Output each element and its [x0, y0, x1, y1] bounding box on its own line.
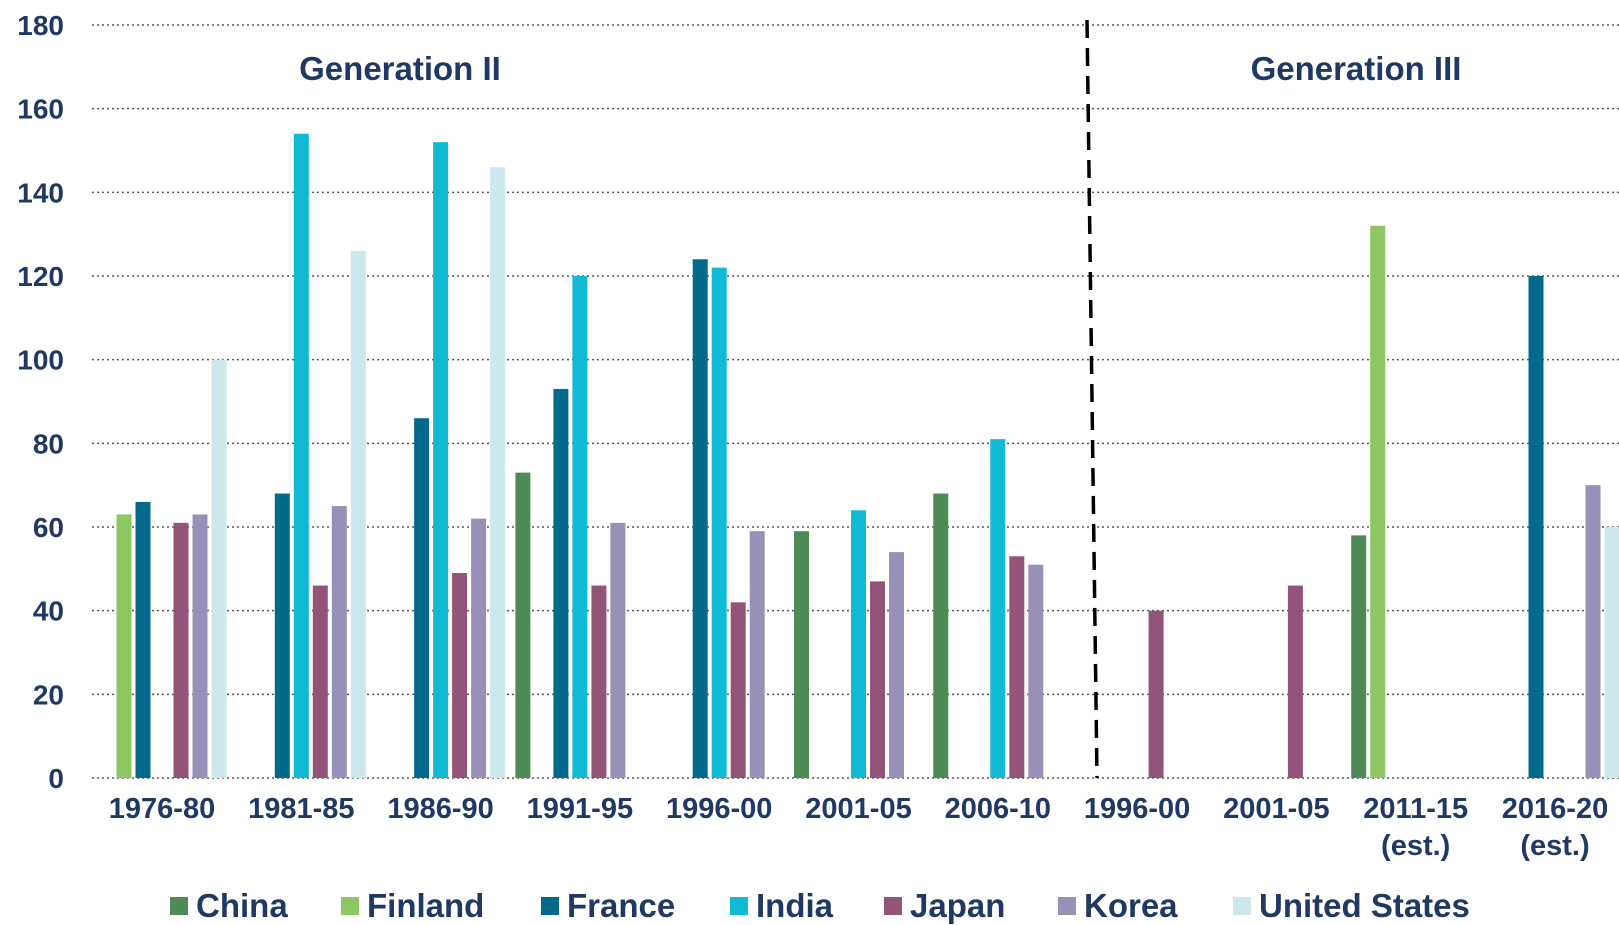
- bar-japan: [173, 522, 189, 778]
- legend-label: China: [196, 887, 288, 924]
- bar-france: [135, 501, 151, 778]
- bar-korea: [1585, 485, 1601, 778]
- legend-swatch: [730, 897, 748, 915]
- y-axis-tick-labels: 0 20 40 60 80 100 120 140 160 180: [17, 10, 64, 794]
- legend-label: Finland: [367, 887, 484, 924]
- y-tick-label: 160: [17, 94, 64, 125]
- legend-swatch: [1058, 897, 1076, 915]
- bar-korea: [471, 518, 487, 778]
- bar-korea: [331, 506, 347, 778]
- legend-swatch: [884, 897, 902, 915]
- bar-france: [692, 259, 708, 778]
- legend-swatch: [541, 897, 559, 915]
- legend-label: Korea: [1084, 887, 1178, 924]
- generation-divider: [1085, 19, 1099, 779]
- bar-india: [572, 276, 588, 778]
- legend: China Finland France India Japan Korea United …: [170, 887, 1470, 924]
- x-tick-label: 1991-95: [527, 793, 633, 825]
- bar-united-states: [1604, 527, 1619, 778]
- bar-finland: [116, 514, 132, 778]
- bar-china: [1351, 535, 1367, 778]
- x-tick-label: 2011-15: [1363, 793, 1468, 825]
- bar-france: [1528, 276, 1544, 778]
- x-tick-label: 2001-05: [805, 793, 911, 825]
- y-tick-label: 20: [33, 679, 64, 710]
- bar-france: [414, 418, 430, 778]
- bar-india: [711, 267, 727, 778]
- bar-united-states: [490, 167, 506, 778]
- bar-korea: [749, 531, 765, 778]
- bar-united-states: [350, 250, 366, 778]
- bars: [116, 133, 1619, 779]
- bar-china: [794, 531, 809, 778]
- legend-swatch: [341, 897, 359, 915]
- y-tick-label: 140: [17, 177, 64, 208]
- x-tick-label: 1996-00: [666, 793, 772, 825]
- bar-korea: [192, 514, 208, 778]
- bar-india: [433, 142, 449, 779]
- bar-japan: [870, 581, 885, 778]
- bar-japan: [312, 585, 328, 778]
- generation-ii-label: Generation II: [299, 50, 501, 87]
- bar-united-states: [211, 359, 227, 778]
- bar-india: [293, 133, 309, 778]
- bar-korea: [1028, 564, 1044, 778]
- legend-swatch: [1233, 897, 1251, 915]
- x-tick-label: 1976-80: [109, 793, 215, 825]
- y-tick-label: 0: [48, 763, 64, 794]
- x-tick-label: 2016-20: [1502, 793, 1608, 825]
- bar-korea: [610, 522, 626, 778]
- bar-france: [274, 493, 290, 778]
- bar-korea: [889, 552, 904, 778]
- bar-china: [515, 472, 531, 778]
- y-tick-label: 180: [17, 10, 64, 41]
- bar-japan: [1148, 610, 1164, 778]
- bar-india: [851, 510, 866, 778]
- y-tick-label: 60: [33, 512, 64, 543]
- bar-japan: [591, 585, 607, 778]
- generation-iii-label: Generation III: [1251, 50, 1462, 87]
- bar-finland: [1370, 225, 1386, 779]
- bar-japan: [1287, 585, 1303, 778]
- y-tick-label: 80: [33, 428, 64, 459]
- x-tick-label: 1986-90: [387, 793, 493, 825]
- x-tick-label: 1996-00: [1084, 793, 1190, 825]
- legend-label: France: [567, 887, 675, 924]
- y-tick-label: 120: [17, 261, 64, 292]
- x-axis-tick-labels: 1976-80 1981-85 1986-90 1991-95 1996-00 2001-…: [109, 793, 1608, 862]
- bar-japan: [452, 573, 468, 778]
- x-tick-label: (est.): [1520, 830, 1589, 862]
- y-tick-label: 100: [17, 345, 64, 376]
- x-tick-label: 2006-10: [945, 793, 1051, 825]
- legend-label: United States: [1259, 887, 1470, 924]
- x-tick-label: 1981-85: [248, 793, 354, 825]
- bar-france: [553, 388, 569, 778]
- legend-label: Japan: [910, 887, 1005, 924]
- y-tick-label: 40: [33, 596, 64, 627]
- legend-swatch: [170, 897, 188, 915]
- x-tick-label: 2001-05: [1223, 793, 1329, 825]
- bar-china: [933, 493, 949, 778]
- bar-japan: [1009, 556, 1025, 778]
- legend-label: India: [756, 887, 834, 924]
- x-tick-label: (est.): [1381, 830, 1450, 862]
- bar-japan: [730, 602, 746, 778]
- bar-india: [990, 439, 1006, 778]
